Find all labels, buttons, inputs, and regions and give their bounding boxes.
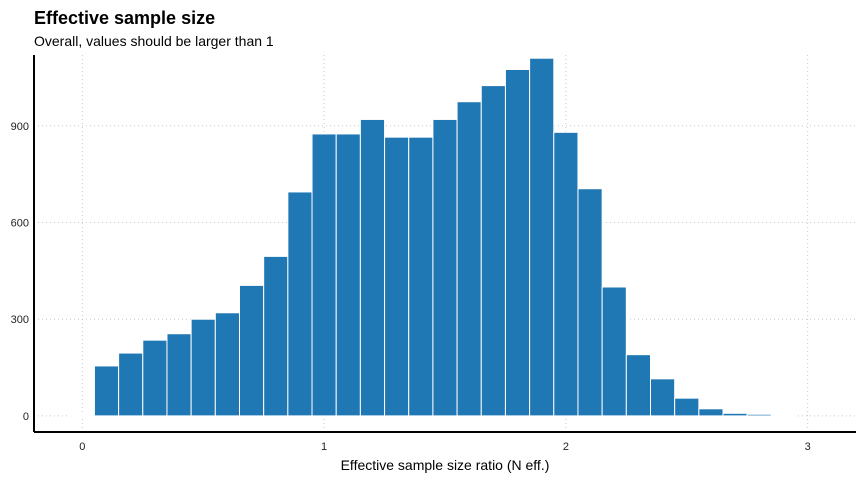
histogram-bar [601,286,627,417]
x-tick-label: 1 [321,441,327,453]
histogram-bar [674,397,700,417]
histogram-bar [770,414,797,417]
y-tick-label: 600 [11,218,29,230]
histogram-bar [93,365,120,417]
y-tick-label: 900 [11,121,29,133]
y-tick-label: 0 [23,411,29,423]
y-tick-label: 300 [11,314,29,326]
histogram-bar [577,188,603,417]
histogram-bar [239,284,265,417]
histogram-bar [166,333,192,417]
histogram-bar [432,118,458,417]
histogram-bar [263,255,289,417]
histogram-bar [287,191,313,417]
histogram-bar [335,133,361,417]
histogram-bars [69,57,797,417]
histogram-bar [504,69,531,417]
histogram-bar [456,101,482,417]
histogram-bar [214,312,241,417]
histogram-bar [190,318,216,417]
histogram-bar [384,136,410,417]
histogram-bar [69,414,95,417]
axes [33,55,856,433]
histogram-bar [698,408,724,417]
histogram-bar [553,131,579,417]
histogram-bar [359,118,386,417]
x-tick-label: 3 [805,441,811,453]
tick-labels: 0 1 2 3 0 300 600 900 [11,121,811,453]
x-axis-label: Effective sample size ratio (N eff.) [341,457,550,473]
histogram-bar [142,339,168,417]
x-tick-label: 2 [563,441,569,453]
histogram-bar [746,413,772,417]
histogram-bar [311,133,337,417]
histogram-bar [480,85,506,417]
histogram-bar [529,57,555,417]
x-tick-label: 0 [79,441,85,453]
histogram-bar [408,136,434,417]
histogram-bar [118,352,144,417]
chart-title: Effective sample size [34,8,215,28]
histogram-bar [650,378,676,417]
histogram-bar [722,412,748,417]
chart-subtitle: Overall, values should be larger than 1 [34,33,274,49]
histogram-bar [625,354,652,417]
